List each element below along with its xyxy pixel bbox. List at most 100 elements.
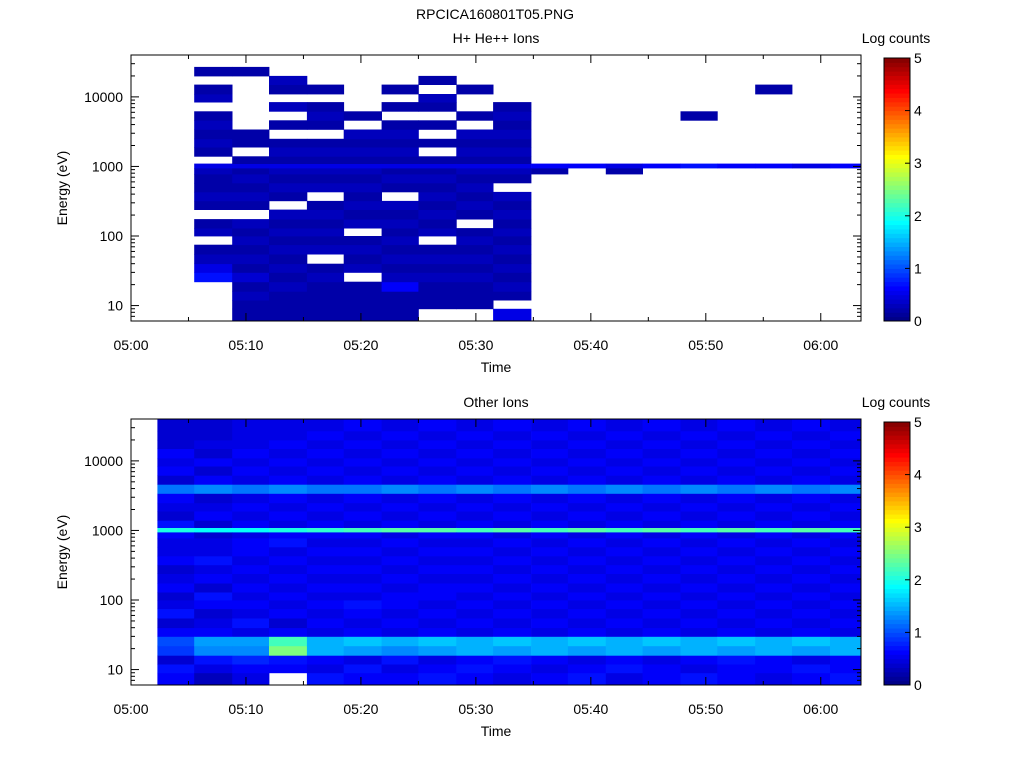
- heatmap-cell: [381, 520, 419, 528]
- colorbar-segment: [884, 66, 910, 72]
- heatmap-cell: [269, 219, 308, 229]
- heatmap-cell: [456, 156, 494, 164]
- colorbar-segment: [884, 623, 910, 629]
- heatmap-cell: [418, 466, 457, 476]
- heatmap-cell: [381, 627, 419, 637]
- heatmap-cell: [493, 475, 532, 485]
- heatmap-cell: [531, 618, 569, 629]
- colorbar-segment: [884, 207, 910, 212]
- colorbar-segment: [884, 592, 910, 598]
- heatmap-cell: [642, 600, 681, 610]
- heatmap-cell: [567, 502, 607, 512]
- heatmap-cell: [567, 618, 607, 629]
- heatmap-cell: [642, 608, 681, 619]
- heatmap-cell: [680, 430, 718, 441]
- heatmap-cell: [232, 600, 270, 610]
- heatmap-cell: [717, 664, 756, 674]
- heatmap-cell: [792, 520, 831, 528]
- heatmap-cell: [232, 493, 270, 504]
- heatmap-cell: [381, 618, 419, 629]
- heatmap-cell: [306, 430, 345, 441]
- heatmap-cell: [343, 618, 382, 629]
- heatmap-cell: [232, 254, 270, 265]
- heatmap-cell: [269, 228, 308, 237]
- heatmap-cell: [830, 520, 862, 528]
- heatmap-cell: [418, 592, 457, 601]
- heatmap-cell: [456, 419, 494, 432]
- heatmap-cell: [418, 475, 457, 485]
- colorbar-segment: [884, 71, 910, 77]
- heatmap-cell: [717, 532, 756, 539]
- heatmap-cell: [680, 583, 718, 593]
- heatmap-cell: [642, 458, 681, 467]
- heatmap-cell: [194, 466, 233, 476]
- heatmap-cell: [717, 627, 756, 637]
- heatmap-cell: [194, 564, 233, 574]
- heatmap-cell: [381, 138, 419, 148]
- heatmap-cell: [830, 466, 862, 476]
- colorbar-segment: [884, 492, 910, 498]
- colorbar-segment: [884, 281, 910, 287]
- heatmap-cell: [567, 466, 607, 476]
- heatmap-cell: [792, 664, 831, 674]
- heatmap-cell: [381, 102, 419, 112]
- heatmap-cell: [755, 532, 793, 539]
- heatmap-cell: [493, 664, 532, 674]
- heatmap-cell: [381, 263, 419, 273]
- heatmap-cell: [605, 636, 643, 647]
- colorbar-segment: [884, 141, 910, 147]
- heatmap-cell: [343, 511, 382, 521]
- heatmap-cell: [269, 627, 308, 637]
- heatmap-cell: [343, 448, 382, 459]
- colorbar-segment: [884, 483, 910, 489]
- heatmap-cell: [531, 608, 569, 619]
- heatmap-cell: [232, 466, 270, 476]
- heatmap-cell: [567, 458, 607, 467]
- heatmap-cell: [418, 419, 457, 432]
- colorbar-segment: [884, 250, 910, 256]
- heatmap-cell: [418, 120, 457, 130]
- heatmap-cell: [418, 618, 457, 629]
- heatmap-cell: [306, 546, 345, 557]
- heatmap-cell: [830, 537, 862, 548]
- chart-title: H+ He++ Ions: [453, 30, 540, 46]
- heatmap-cell: [792, 430, 831, 441]
- heatmap-cell: [306, 537, 345, 548]
- heatmap-cell: [232, 182, 270, 193]
- heatmap-cell: [381, 475, 419, 485]
- colorbar-segment: [884, 176, 910, 182]
- heatmap-cell: [680, 600, 718, 610]
- heatmap-cell: [493, 537, 532, 548]
- colorbar-segment: [884, 610, 910, 616]
- heatmap-cell: [456, 291, 494, 301]
- heatmap-cell: [755, 163, 793, 169]
- heatmap-cell: [531, 430, 569, 441]
- heatmap-cell: [717, 511, 756, 521]
- colorbar-segment: [884, 198, 910, 204]
- heatmap-cell: [157, 537, 195, 548]
- heatmap-cell: [493, 655, 532, 665]
- heatmap-cell: [269, 608, 308, 619]
- heatmap-cell: [642, 532, 681, 539]
- heatmap-cell: [306, 300, 345, 310]
- heatmap-cell: [194, 493, 233, 504]
- heatmap-cell: [642, 627, 681, 637]
- heatmap-cell: [830, 448, 862, 459]
- colorbar-segment: [884, 522, 910, 528]
- heatmap-cell: [157, 532, 195, 539]
- colorbar-segment: [884, 79, 910, 85]
- colorbar-tick-label: 2: [914, 572, 922, 588]
- heatmap-cell: [605, 655, 643, 665]
- heatmap-cell: [493, 618, 532, 629]
- colorbar-segment: [884, 426, 910, 432]
- colorbar: [883, 57, 911, 322]
- colorbar-segment: [884, 632, 910, 638]
- heatmap-cell: [792, 573, 831, 584]
- heatmap-cell: [232, 430, 270, 441]
- heatmap-cell: [232, 546, 270, 557]
- heatmap-cell: [567, 655, 607, 665]
- heatmap-cell: [194, 475, 233, 485]
- heatmap-cell: [418, 156, 457, 164]
- colorbar-segment: [884, 478, 910, 484]
- heatmap-cell: [194, 272, 233, 283]
